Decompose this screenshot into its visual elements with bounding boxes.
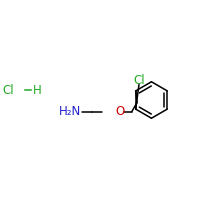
Text: Cl: Cl [134,74,145,87]
Text: Cl: Cl [2,84,14,97]
Text: O: O [115,105,124,118]
Text: H₂N: H₂N [59,105,81,118]
Text: H: H [33,84,41,97]
